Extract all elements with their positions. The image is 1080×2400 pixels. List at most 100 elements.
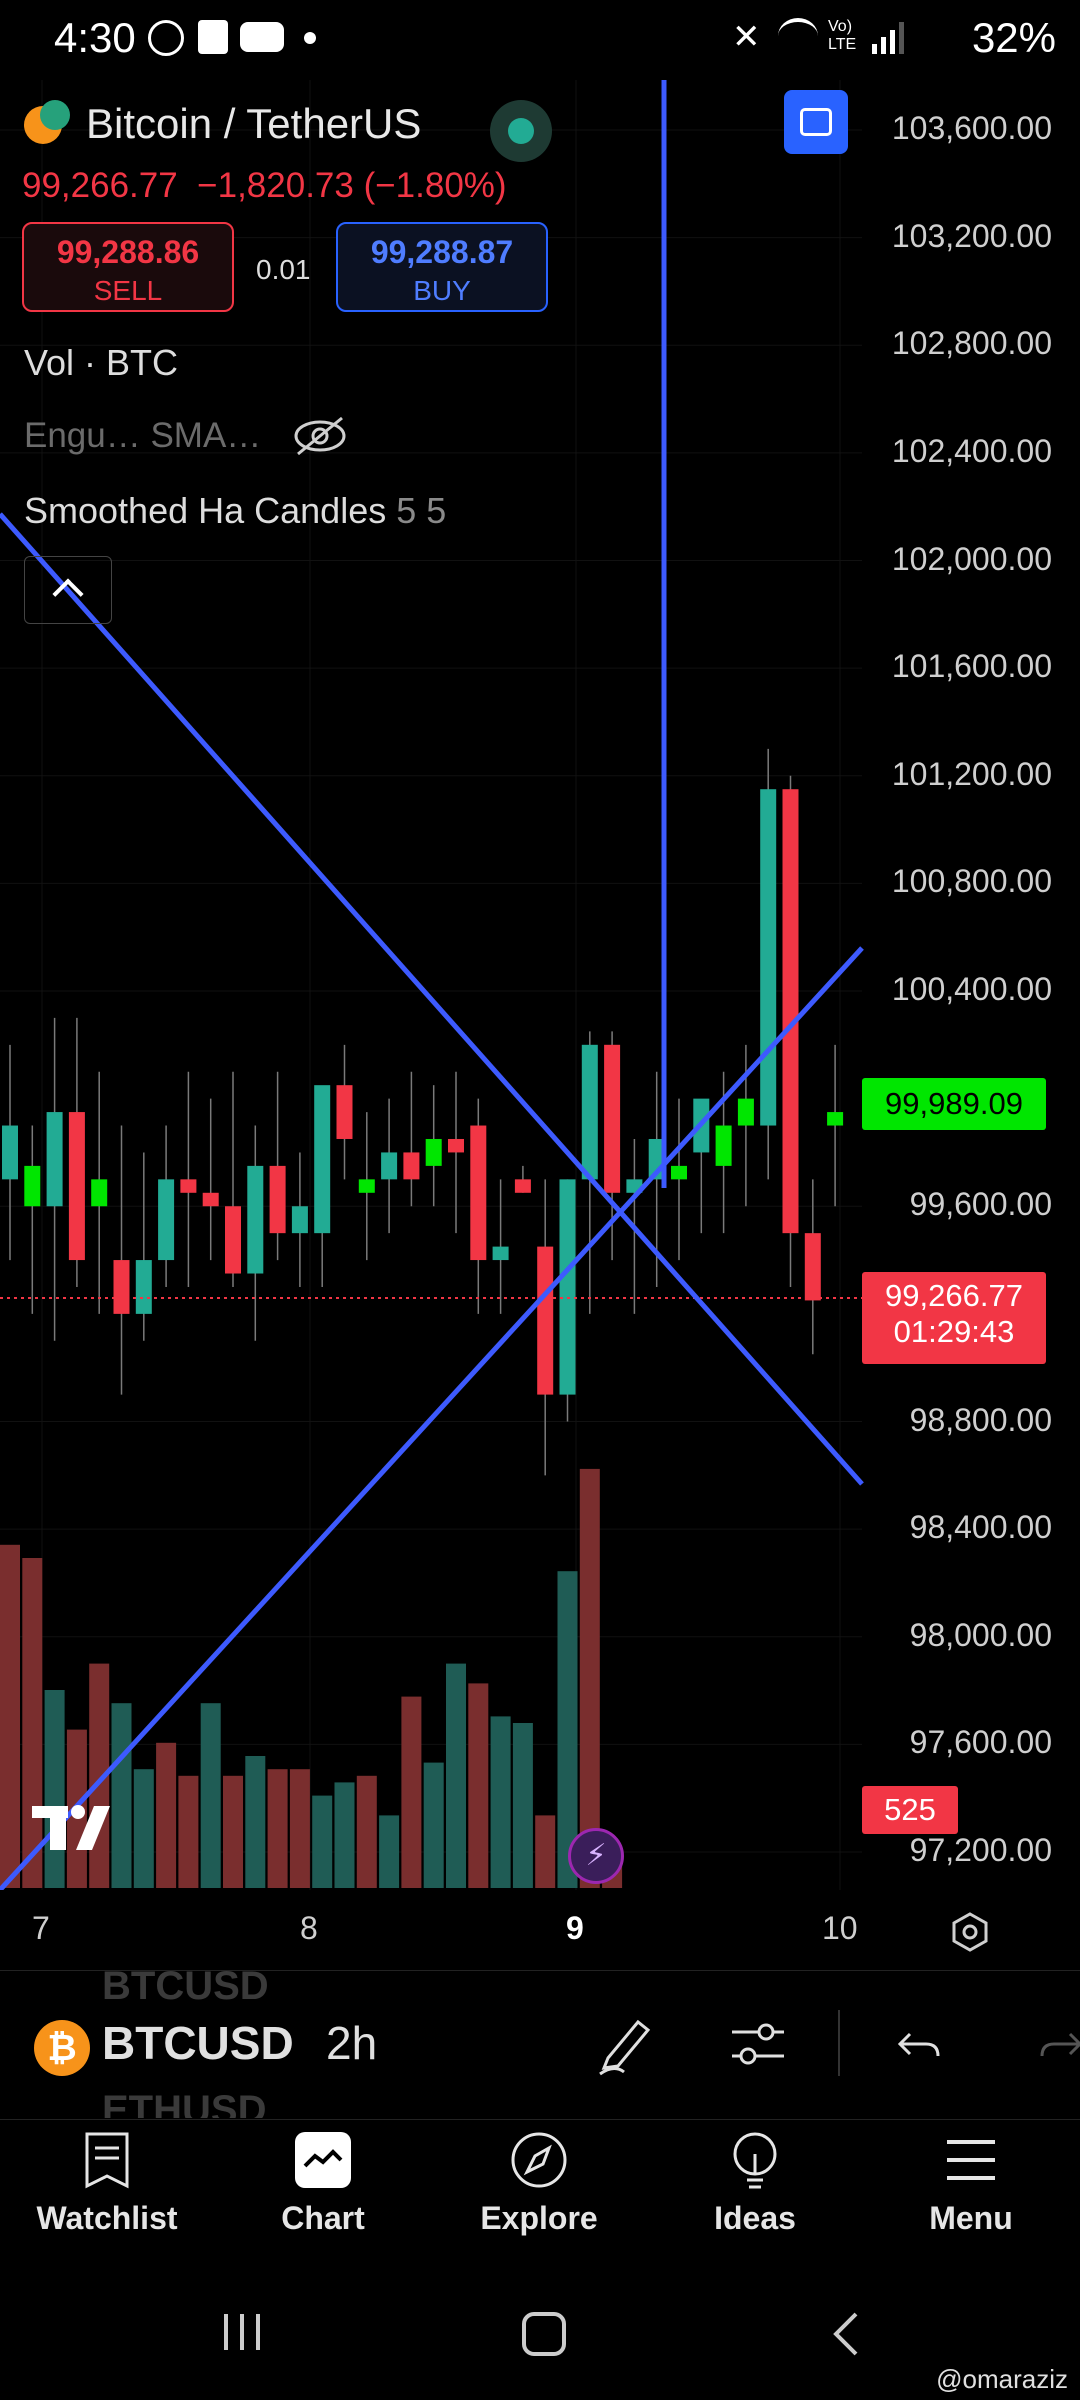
toolbar-divider xyxy=(838,2010,840,2076)
price-tick: 99,600.00 xyxy=(909,1186,1052,1223)
volume-bar xyxy=(22,1558,43,1888)
chart-canvas[interactable] xyxy=(0,80,1080,1890)
volume-bar xyxy=(490,1716,511,1888)
interval-selector[interactable]: 2h xyxy=(326,2017,378,2069)
lightning-icon[interactable]: ⚡ xyxy=(568,1828,624,1884)
market-status-icon xyxy=(490,100,552,162)
buy-price: 99,288.87 xyxy=(370,234,514,270)
home-button[interactable] xyxy=(520,2310,568,2358)
candle-body xyxy=(269,1165,286,1234)
nav-label: Menu xyxy=(929,2200,1013,2236)
chevron-up-icon xyxy=(52,578,84,610)
candle-body xyxy=(715,1125,732,1166)
chart-icon xyxy=(295,2132,351,2188)
undo-button[interactable] xyxy=(896,2020,944,2068)
candle-body xyxy=(358,1179,375,1193)
buy-button[interactable]: 99,288.87 BUY xyxy=(336,222,548,312)
watermark: @omaraziz xyxy=(936,2364,1068,2394)
fullscreen-icon xyxy=(800,108,832,136)
drawing-tools-button[interactable] xyxy=(594,2012,654,2076)
indicators-button[interactable] xyxy=(728,2016,788,2072)
volume-bar xyxy=(468,1683,489,1888)
price-tick: 103,600.00 xyxy=(891,110,1052,146)
collapse-legend-button[interactable] xyxy=(24,556,112,624)
mute-icon: ✕ xyxy=(732,18,761,56)
candle-body xyxy=(559,1179,576,1395)
candle-body xyxy=(314,1085,331,1234)
symbol-title[interactable]: Bitcoin / TetherUS xyxy=(86,100,422,147)
volume-bar xyxy=(245,1756,266,1888)
candle-body xyxy=(470,1125,487,1261)
candle-body xyxy=(425,1138,442,1166)
candle-body xyxy=(448,1138,464,1153)
buy-label: BUY xyxy=(413,275,471,306)
volume-bar xyxy=(133,1769,154,1888)
volume-indicator-label[interactable]: Vol · BTC xyxy=(24,342,179,383)
price-tick: 97,200.00 xyxy=(909,1832,1052,1868)
time-tick: 9 xyxy=(566,1910,584,1946)
smoothed-ha-params: 5 5 xyxy=(396,490,447,531)
price-tick: 102,800.00 xyxy=(891,325,1052,362)
candle-body xyxy=(403,1152,420,1180)
candle-body xyxy=(336,1085,353,1139)
volume-bar xyxy=(557,1571,578,1888)
candle-body xyxy=(68,1112,85,1261)
volume-bar xyxy=(512,1723,533,1888)
current-price-value: 99,266.77 xyxy=(885,1278,1023,1313)
nav-label: Chart xyxy=(281,2200,365,2236)
price-tick: 102,400.00 xyxy=(891,432,1052,469)
recent-apps-button[interactable] xyxy=(218,2310,268,2354)
volume-bar xyxy=(223,1775,243,1888)
fullscreen-button[interactable] xyxy=(784,90,848,154)
symbol-selector[interactable]: BTCUSD xyxy=(102,2017,294,2069)
volume-tag: 525 xyxy=(862,1786,958,1834)
descending-trendline xyxy=(0,512,864,1486)
bitcoin-icon: ₿ xyxy=(34,2020,90,2076)
tether-logo-icon xyxy=(40,100,70,130)
sliders-icon xyxy=(732,2023,784,2065)
menu-icon xyxy=(947,2140,995,2180)
volume-bar xyxy=(178,1775,199,1888)
time-tick: 8 xyxy=(300,1910,318,1946)
nav-label: Explore xyxy=(480,2200,598,2236)
price-change: −1,820.73 (−1.80%) xyxy=(197,166,507,205)
sell-button[interactable]: 99,288.86 SELL xyxy=(22,222,234,312)
last-price: 99,266.77 xyxy=(22,166,178,205)
candle-body xyxy=(760,789,777,1126)
candle-body xyxy=(202,1192,219,1207)
price-change-line: 99,266.77 −1,820.73 (−1.80%) xyxy=(22,166,507,206)
home-icon xyxy=(522,2312,566,2356)
dot-icon xyxy=(304,32,316,44)
undo-icon xyxy=(897,2032,940,2057)
hidden-eye-icon[interactable] xyxy=(292,414,348,458)
chart-settings-icon[interactable] xyxy=(948,1910,992,1954)
smoothed-ha-indicator-label[interactable]: Smoothed Ha Candles 5 5 xyxy=(24,490,446,532)
chart-toolbar xyxy=(0,1970,1080,2120)
candle-body xyxy=(581,1044,598,1180)
price-tick: 97,600.00 xyxy=(909,1724,1052,1761)
nav-chart[interactable]: Chart xyxy=(238,2130,408,2237)
volume-bar xyxy=(579,1468,600,1888)
candle-body xyxy=(247,1165,264,1274)
volume-bar xyxy=(535,1815,556,1888)
candle-body xyxy=(782,789,799,1234)
redo-button[interactable] xyxy=(1036,2020,1080,2068)
spread-value: 0.01 xyxy=(256,254,311,285)
price-tick: 100,800.00 xyxy=(891,863,1052,900)
nav-ideas[interactable]: Ideas xyxy=(670,2130,840,2237)
wifi-icon xyxy=(778,18,818,54)
price-tick: 102,000.00 xyxy=(891,540,1052,577)
nav-menu[interactable]: Menu xyxy=(886,2130,1056,2237)
nav-explore[interactable]: Explore xyxy=(454,2130,624,2237)
price-tick: 98,400.00 xyxy=(909,1509,1052,1546)
price-tick: 100,400.00 xyxy=(891,971,1052,1007)
hidden-indicators-label[interactable]: Engu… SMA… xyxy=(24,416,262,455)
candle-body xyxy=(514,1179,531,1193)
tradingview-logo-icon xyxy=(30,1800,120,1856)
volume-bar xyxy=(289,1769,310,1888)
price-tick: 98,000.00 xyxy=(909,1616,1052,1653)
nav-watchlist[interactable]: Watchlist xyxy=(22,2130,192,2237)
candle-body xyxy=(604,1044,621,1193)
time-tick: 10 xyxy=(822,1910,858,1946)
back-button[interactable] xyxy=(826,2310,866,2358)
